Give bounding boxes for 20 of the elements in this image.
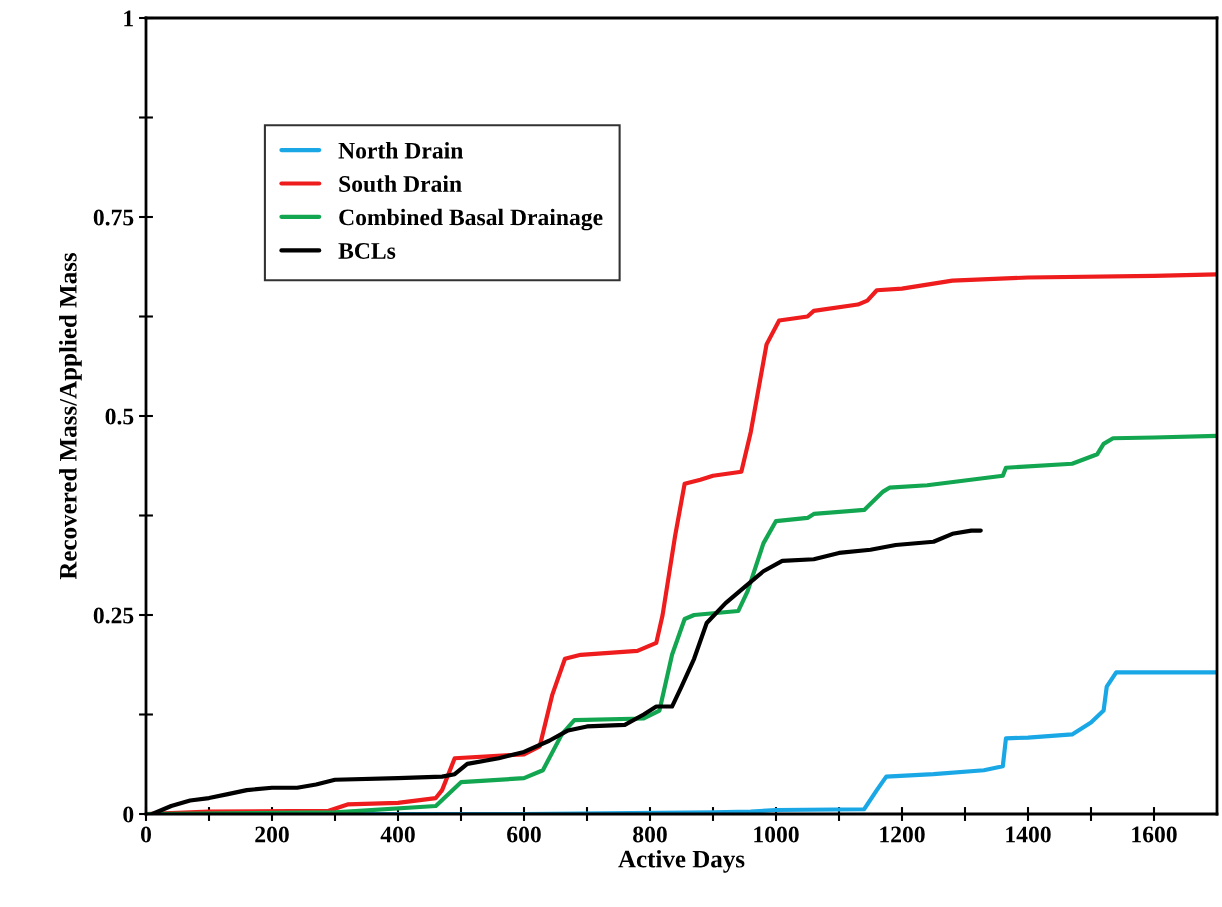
y-tick-label: 0.75 — [93, 209, 134, 226]
legend-label: BCLs — [338, 243, 396, 259]
x-tick-label: 0 — [141, 826, 151, 843]
y-tick-label: 1 — [124, 10, 133, 27]
x-tick-label: 1200 — [880, 826, 925, 843]
legend-label: North Drain — [338, 142, 464, 159]
x-tick-label: 1000 — [754, 826, 799, 843]
y-tick-label: 0.5 — [105, 408, 134, 425]
x-tick-label: 400 — [380, 826, 415, 843]
x-tick-label: 1600 — [1132, 826, 1177, 843]
x-tick-label: 800 — [633, 826, 667, 843]
x-tick-label: 600 — [507, 826, 541, 843]
legend-label: South Drain — [339, 175, 462, 193]
x-tick-label: 200 — [255, 826, 289, 843]
y-tick-label: 0 — [123, 806, 134, 823]
y-tick-label: 0.25 — [93, 607, 134, 624]
legend-label: Combined Basal Drainage — [339, 208, 603, 231]
x-tick-label: 1400 — [1006, 826, 1051, 843]
y-axis-title: Recovered Mass/Applied Mass — [59, 252, 82, 580]
x-axis-title: Active Days — [618, 850, 745, 873]
